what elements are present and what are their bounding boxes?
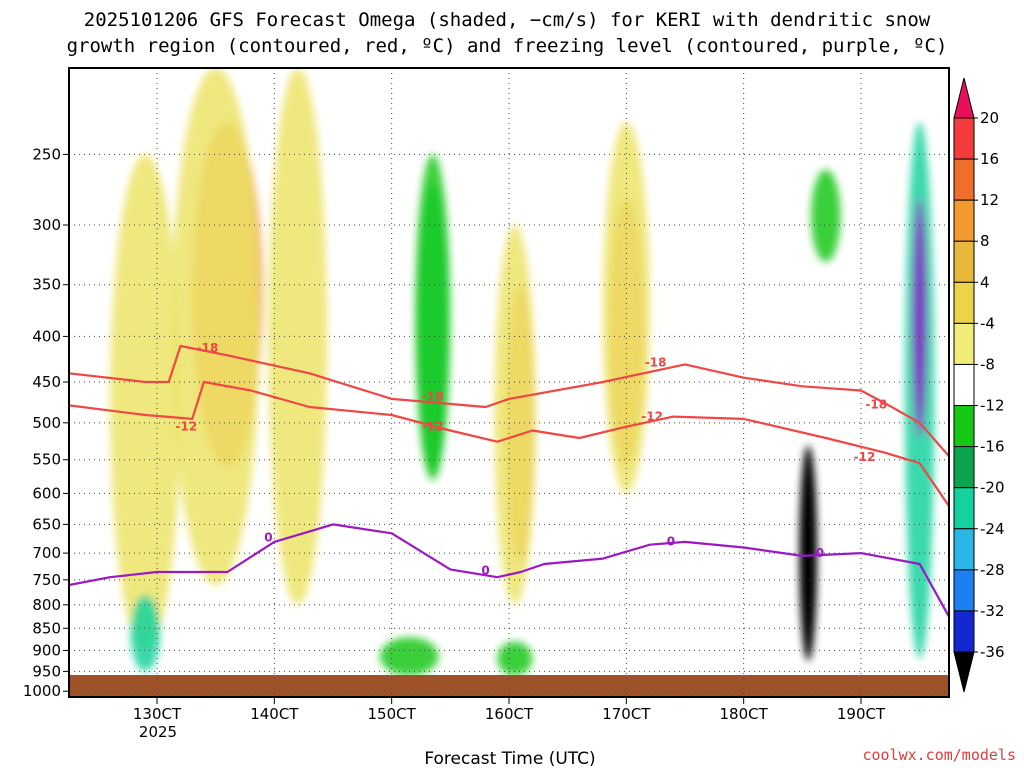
colorbar-label-1: 16 xyxy=(980,150,999,168)
contour-label-6: -12 xyxy=(641,410,663,424)
y-tick-label-850: 850 xyxy=(32,619,61,637)
contour-label-2: -18 xyxy=(645,356,667,370)
colorbar-label-4: 4 xyxy=(980,273,990,291)
colorbar-box-12 xyxy=(953,610,975,653)
contour-labels: -18 -18 -18 -18 -12 -12 -12 -12 0 0 0 0 xyxy=(175,341,887,578)
colorbar-bottom-triangle xyxy=(953,651,975,693)
y-tick-label-450: 450 xyxy=(32,373,61,391)
y-tick-label-700: 700 xyxy=(32,544,61,562)
y-tick-label-750: 750 xyxy=(32,571,61,589)
colorbar-label-12: -32 xyxy=(980,602,1005,620)
colorbar-label-2: 12 xyxy=(980,191,999,209)
colorbar-label-6: -8 xyxy=(980,355,995,373)
omega-region-14 xyxy=(379,637,439,676)
grid-lines xyxy=(69,68,949,697)
contour-label-8: 0 xyxy=(264,530,272,544)
colorbar-label-13: -36 xyxy=(980,643,1005,661)
y-tick-label-400: 400 xyxy=(32,327,61,345)
colorbar-label-3: 8 xyxy=(980,232,990,250)
colorbar-box-2 xyxy=(953,199,975,242)
colorbar-box-11 xyxy=(953,569,975,612)
x-axis-title: Forecast Time (UTC) xyxy=(424,749,595,768)
x-tick-label-1: 140CT xyxy=(250,705,299,723)
colorbar-label-8: -16 xyxy=(980,438,1005,456)
colorbar: 20 16 12 8 4 -4 -8 -12 -16 -20 -24 -28 -32 -36 xyxy=(953,77,1005,693)
omega-region-13 xyxy=(912,198,927,439)
y-tick-label-500: 500 xyxy=(32,414,61,432)
y-tick-label-300: 300 xyxy=(32,216,61,234)
y-tick-label-350: 350 xyxy=(32,276,61,294)
colorbar-box-5 xyxy=(953,322,975,365)
contour-label-4: -12 xyxy=(175,420,197,434)
omega-region-9 xyxy=(602,122,650,494)
colorbar-box-4 xyxy=(953,281,975,324)
x-tick-label-6: 190CT xyxy=(837,705,886,723)
y-axis: 250 300 350 400 450 500 550 600 650 700 750 800 850 9… xyxy=(23,145,69,700)
contour-label-9: 0 xyxy=(481,563,489,577)
contour-dgz_-12 xyxy=(69,380,949,507)
chart-title-line-1: 2025101206 GFS Forecast Omega (shaded, −… xyxy=(84,9,931,31)
contour-label-7: -12 xyxy=(854,450,876,464)
x-tick-label-2: 150CT xyxy=(368,705,417,723)
colorbar-box-3 xyxy=(953,240,975,283)
y-tick-label-800: 800 xyxy=(32,596,61,614)
omega-region-3 xyxy=(268,68,328,605)
contour-lines xyxy=(69,344,949,618)
contour-label-10: 0 xyxy=(667,534,675,548)
omega-region-7 xyxy=(494,225,536,605)
y-tick-label-950: 950 xyxy=(32,662,61,680)
chart-title-line-2: growth region (contoured, red, ºC) and f… xyxy=(67,35,948,57)
colorbar-label-7: -12 xyxy=(980,397,1005,415)
colorbar-box-0 xyxy=(953,117,975,160)
y-tick-label-600: 600 xyxy=(32,484,61,502)
y-tick-label-1000: 1000 xyxy=(23,682,61,700)
colorbar-box-7 xyxy=(953,405,975,448)
contour-dgz_-18 xyxy=(69,344,949,457)
x-tick-label-5: 180CT xyxy=(720,705,769,723)
contour-freezing_0 xyxy=(69,523,949,618)
omega-region-2 xyxy=(171,68,260,585)
omega-region-16 xyxy=(130,595,160,672)
y-tick-label-650: 650 xyxy=(32,515,61,533)
omega-region-10 xyxy=(811,169,841,262)
colorbar-box-9 xyxy=(953,487,975,530)
x-tick-label-4: 170CT xyxy=(602,705,651,723)
y-tick-label-550: 550 xyxy=(32,451,61,469)
colorbar-label-9: -20 xyxy=(980,479,1005,497)
colorbar-box-1 xyxy=(953,158,975,201)
colorbar-box-6 xyxy=(953,363,975,407)
x-tick-label-3: 160CT xyxy=(485,705,534,723)
x-tick-label-0: 130CT xyxy=(133,705,182,723)
credit-text: coolwx.com/models xyxy=(862,746,1016,764)
y-tick-label-900: 900 xyxy=(32,641,61,659)
plot-area: -18 -18 -18 -18 -12 -12 -12 -12 0 0 0 0 xyxy=(69,68,949,697)
colorbar-label-0: 20 xyxy=(980,109,999,127)
colorbar-label-10: -24 xyxy=(980,520,1005,538)
contour-label-0: -18 xyxy=(197,341,219,355)
contour-label-5: -12 xyxy=(422,420,444,434)
colorbar-box-10 xyxy=(953,528,975,571)
x-axis-year-label: 2025 xyxy=(139,723,177,741)
contour-label-11: 0 xyxy=(816,546,824,560)
omega-region-11 xyxy=(799,445,817,662)
colorbar-label-11: -28 xyxy=(980,561,1005,579)
omega-region-5 xyxy=(415,154,451,481)
colorbar-box-8 xyxy=(953,446,975,489)
colorbar-label-5: -4 xyxy=(980,314,995,332)
y-tick-label-250: 250 xyxy=(32,145,61,163)
omega-region-0 xyxy=(110,154,181,651)
contour-label-3: -18 xyxy=(865,398,887,412)
contour-label-1: -18 xyxy=(422,389,444,403)
x-axis: 130CT 140CT 150CT 160CT 170CT 180CT 190CT xyxy=(133,697,886,723)
omega-region-15 xyxy=(497,641,533,676)
omega-shading xyxy=(110,68,935,676)
